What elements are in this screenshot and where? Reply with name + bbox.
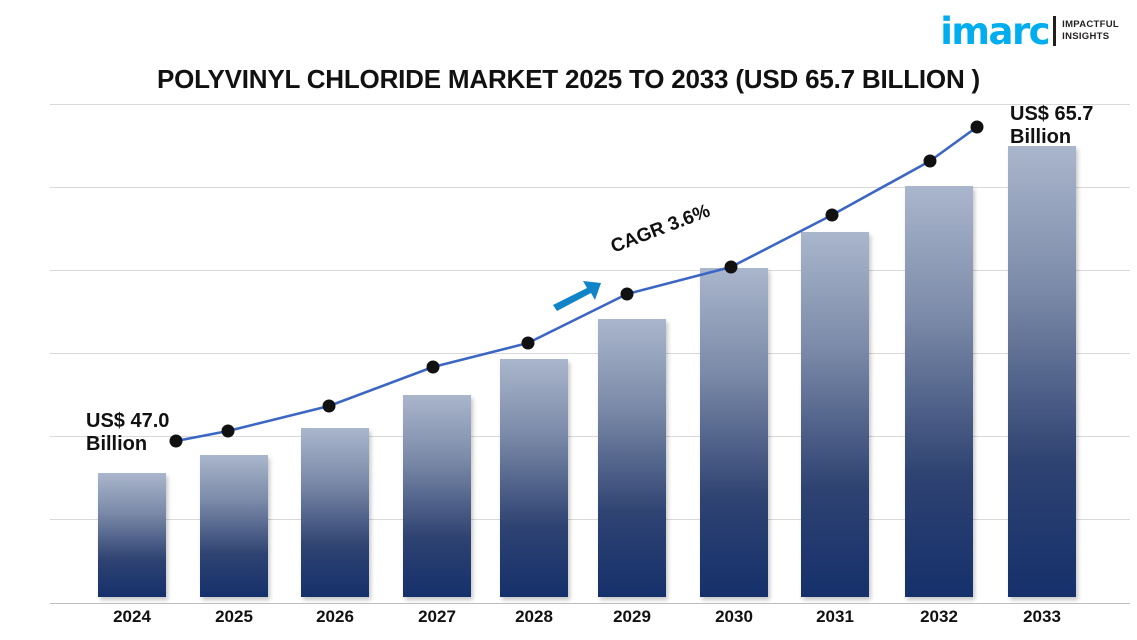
imarc-logo: imarc IMPACTFUL INSIGHTS (940, 10, 1119, 52)
x-tick-2025: 2025 (215, 607, 253, 626)
logo-divider (1053, 16, 1057, 46)
bar-2031[interactable] (801, 232, 869, 597)
bar-2024[interactable] (98, 473, 166, 597)
logo-tagline-line1: IMPACTFUL (1062, 19, 1119, 31)
gridline (50, 270, 1130, 271)
trend-marker-2024[interactable] (169, 434, 183, 448)
x-tick-2032: 2032 (920, 607, 958, 626)
bar-2027[interactable] (403, 395, 471, 597)
x-tick-2028: 2028 (515, 607, 553, 626)
x-tick-2033: 2033 (1023, 607, 1061, 626)
start-value-callout: US$ 47.0 Billion (86, 410, 170, 455)
bar-2032[interactable] (905, 186, 973, 597)
trend-marker-2028[interactable] (521, 336, 535, 350)
gridline (50, 519, 1130, 520)
x-tick-2024: 2024 (113, 607, 151, 626)
logo-tagline: IMPACTFUL INSIGHTS (1062, 19, 1119, 43)
cagr-arrow-icon (553, 281, 601, 311)
trend-marker-2030[interactable] (724, 260, 738, 274)
x-axis-line (50, 603, 1130, 604)
trend-marker-2029[interactable] (620, 287, 634, 301)
gridline (50, 353, 1130, 354)
x-tick-2029: 2029 (613, 607, 651, 626)
trend-marker-2033[interactable] (970, 120, 984, 134)
trend-line (174, 125, 979, 443)
bar-2029[interactable] (598, 319, 666, 597)
bar-2030[interactable] (700, 268, 768, 597)
bar-2026[interactable] (301, 428, 369, 597)
end-value-callout: US$ 65.7 Billion (1010, 103, 1094, 148)
x-tick-2030: 2030 (715, 607, 753, 626)
trend-marker-2027[interactable] (426, 360, 440, 374)
gridline (50, 436, 1130, 437)
trend-marker-2032[interactable] (923, 154, 937, 168)
logo-wordmark: imarc (940, 9, 1050, 53)
logo-tagline-line2: INSIGHTS (1062, 31, 1110, 42)
trend-markers (169, 120, 984, 448)
trend-marker-2031[interactable] (825, 208, 839, 222)
gridline (50, 187, 1130, 188)
bar-2028[interactable] (500, 359, 568, 597)
bar-2025[interactable] (200, 455, 268, 597)
x-tick-2027: 2027 (418, 607, 456, 626)
bar-2033[interactable] (1008, 146, 1076, 597)
gridline (50, 104, 1130, 105)
trend-marker-2025[interactable] (221, 424, 235, 438)
chart-title: POLYVINYL CHLORIDE MARKET 2025 TO 2033 (… (156, 64, 980, 94)
x-tick-2026: 2026 (316, 607, 354, 626)
trend-marker-2026[interactable] (322, 399, 336, 413)
x-tick-2031: 2031 (816, 607, 854, 626)
